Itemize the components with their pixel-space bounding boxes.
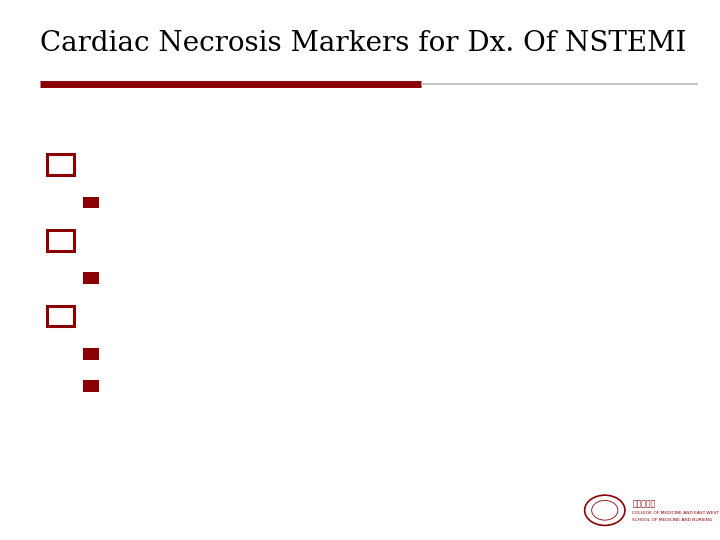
FancyBboxPatch shape [47, 154, 74, 175]
FancyBboxPatch shape [83, 348, 99, 360]
Text: SCHOOL OF MEDICINE AND NURSING: SCHOOL OF MEDICINE AND NURSING [632, 518, 712, 522]
FancyBboxPatch shape [47, 230, 74, 251]
FancyBboxPatch shape [47, 306, 74, 326]
Text: COLLEGE OF MEDICINE AND EAST-WEST: COLLEGE OF MEDICINE AND EAST-WEST [632, 511, 719, 515]
FancyBboxPatch shape [83, 272, 99, 284]
Text: 경희대학교: 경희대학교 [632, 500, 655, 508]
FancyBboxPatch shape [83, 197, 99, 208]
Text: Cardiac Necrosis Markers for Dx. Of NSTEMI: Cardiac Necrosis Markers for Dx. Of NSTE… [40, 30, 686, 57]
FancyBboxPatch shape [83, 380, 99, 392]
